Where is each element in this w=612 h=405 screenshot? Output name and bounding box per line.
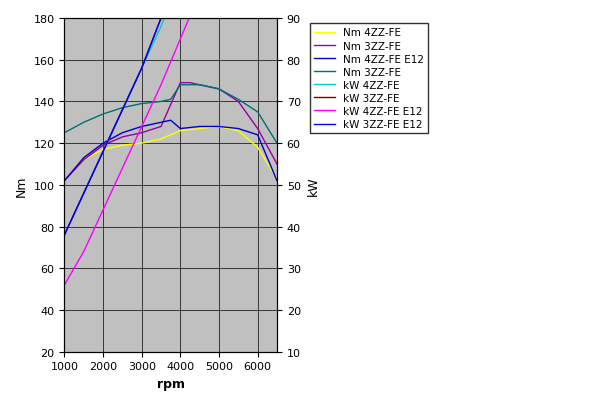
Y-axis label: kW: kW bbox=[307, 176, 319, 195]
X-axis label: rpm: rpm bbox=[157, 377, 185, 390]
Y-axis label: Nm: Nm bbox=[15, 175, 28, 196]
Legend: Nm 4ZZ-FE, Nm 3ZZ-FE, Nm 4ZZ-FE E12, Nm 3ZZ-FE, kW 4ZZ-FE, kW 3ZZ-FE, kW 4ZZ-FE : Nm 4ZZ-FE, Nm 3ZZ-FE, Nm 4ZZ-FE E12, Nm … bbox=[310, 24, 428, 134]
